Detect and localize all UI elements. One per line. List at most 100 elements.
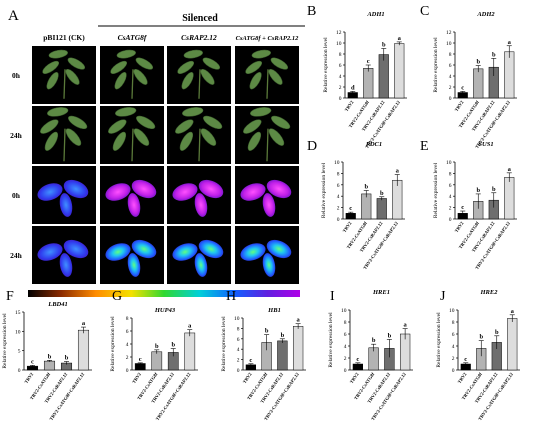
- significance-letter: b: [476, 187, 480, 194]
- leaf: [44, 131, 59, 151]
- bar: [277, 340, 288, 371]
- significance-letter: b: [476, 59, 480, 66]
- significance-letter: b: [155, 343, 159, 350]
- y-tick-label: 2: [449, 206, 452, 212]
- significance-letter: b: [48, 353, 52, 360]
- leaf: [271, 115, 291, 130]
- y-tick-label: 2: [339, 85, 342, 91]
- bar: [134, 363, 146, 371]
- significance-letter: a: [396, 168, 400, 175]
- y-tick-label: 4: [237, 347, 240, 353]
- chart-i: I HRE1 Relative expression level 0 2 4 6 8 10 c TR…: [328, 289, 413, 421]
- leaf: [108, 119, 127, 134]
- y-tick-label: 10: [336, 41, 342, 47]
- stem: [266, 69, 269, 99]
- leaf: [42, 60, 60, 74]
- y-tick-label: 2: [449, 85, 452, 91]
- bar: [376, 198, 387, 220]
- fluorescent-leaf: [194, 193, 208, 217]
- leaf: [249, 72, 262, 90]
- column-label: CsATG8f: [118, 33, 148, 42]
- y-tick-label: 6: [452, 332, 455, 338]
- significance-letter: b: [479, 334, 483, 341]
- leaf: [250, 107, 272, 117]
- column-label: pBI121 (CK): [43, 33, 85, 42]
- fluorescent-leaf: [63, 239, 89, 259]
- significance-letter: b: [171, 342, 175, 349]
- y-tick-label: 0: [339, 96, 342, 102]
- leaf: [46, 72, 59, 90]
- significance-letter: c: [139, 356, 142, 363]
- significance-letter: b: [388, 332, 392, 339]
- fluorescent-leaf: [105, 243, 131, 261]
- silenced-header: Silenced: [182, 13, 218, 24]
- x-tick-label: TRV2: [349, 371, 360, 384]
- fluorescent-leaf: [266, 179, 292, 199]
- fluorescent-leaf: [131, 179, 157, 199]
- leaf: [182, 107, 204, 117]
- y-tick-label: 6: [339, 63, 342, 69]
- leaf: [67, 57, 86, 70]
- stem: [198, 128, 201, 162]
- leaf: [47, 107, 69, 117]
- significance-letter: c: [367, 58, 370, 65]
- bar: [151, 351, 163, 371]
- leaf: [116, 49, 136, 59]
- leaf: [251, 49, 271, 59]
- bar: [363, 68, 374, 99]
- y-tick-label: 8: [449, 52, 452, 58]
- y-tick-label: 10: [15, 329, 21, 335]
- leaf: [112, 131, 127, 151]
- leaf: [136, 115, 156, 130]
- significance-letter: b: [364, 184, 368, 191]
- y-tick-label: 10: [334, 160, 340, 166]
- y-tick-label: 6: [449, 183, 452, 189]
- panel-letter: B: [307, 4, 316, 19]
- bar: [43, 360, 56, 371]
- y-tick-label: 10: [446, 160, 452, 166]
- significance-letter: a: [188, 323, 192, 330]
- fluorescent-leaf: [240, 183, 266, 201]
- chart-title: ADH2: [476, 11, 495, 18]
- chart-title: SUS1: [478, 141, 493, 148]
- chart-j: J HRE2 Relative expression level 0 2 4 6 8 10 c TR…: [436, 289, 520, 421]
- panel-letter: D: [307, 139, 317, 154]
- x-tick-label: TRV2: [454, 99, 465, 112]
- y-tick-label: 0: [344, 368, 347, 374]
- leaf: [181, 72, 194, 90]
- x-tick-label: TRV2: [457, 371, 468, 384]
- bar: [184, 332, 196, 371]
- leaf: [268, 128, 285, 146]
- stem: [63, 128, 66, 162]
- chart-d: D PDC1 Relative expression level 0 2 4 6 8 10 c TR…: [307, 139, 405, 270]
- significance-letter: b: [265, 328, 269, 335]
- y-tick-label: 0: [18, 368, 21, 374]
- chart-title: LBD41: [47, 301, 68, 308]
- x-tick-label: TRV2: [342, 220, 353, 233]
- fluorescent-leaf: [240, 243, 266, 261]
- leaf: [247, 131, 262, 151]
- y-tick-label: 6: [126, 329, 129, 335]
- leaf: [135, 57, 154, 70]
- leaf: [175, 119, 194, 134]
- leaf: [115, 107, 137, 117]
- leaf: [200, 128, 217, 146]
- y-axis-label: Relative expression level: [328, 312, 334, 368]
- stem: [63, 69, 66, 99]
- fluorescent-leaf: [266, 239, 292, 259]
- y-tick-label: 4: [449, 74, 452, 80]
- bar: [507, 318, 518, 371]
- fluorescent-leaf: [59, 193, 73, 217]
- y-tick-label: 0: [449, 217, 452, 223]
- leaf: [200, 68, 215, 85]
- significance-letter: d: [351, 84, 355, 91]
- bar: [77, 329, 90, 371]
- y-tick-label: 8: [344, 320, 347, 326]
- chart-g: G HUP43 Relative expression level 0 2 4 6 8 c TRV…: [110, 289, 198, 421]
- significance-letter: a: [511, 308, 515, 315]
- y-axis-label: Relative expression level: [221, 316, 227, 372]
- y-tick-label: 5: [18, 349, 21, 355]
- significance-letter: a: [404, 322, 408, 329]
- significance-letter: b: [492, 51, 496, 58]
- fluorescent-leaf: [63, 179, 89, 199]
